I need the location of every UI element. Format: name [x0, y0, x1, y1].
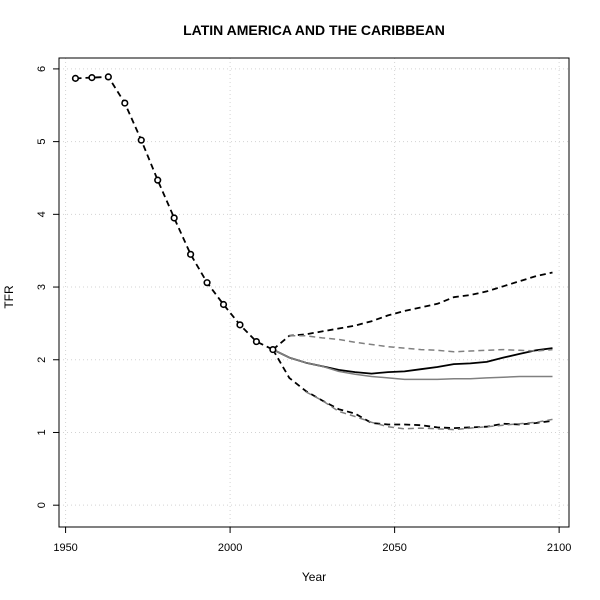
series-line-lower-80 [272, 349, 553, 430]
y-axis-label: TFR [2, 285, 16, 309]
series-line-alt-lower [305, 391, 553, 431]
y-tick-label: 3 [36, 284, 48, 290]
y-tick-label: 5 [36, 139, 48, 145]
data-point [252, 337, 261, 346]
series-line-observed [75, 76, 274, 351]
y-axis: 0 1 2 3 4 5 6 [36, 66, 59, 508]
data-point [236, 321, 244, 329]
x-axis-label: Year [302, 570, 326, 584]
series-line-alt-median [272, 348, 553, 381]
observed-markers [71, 73, 277, 354]
data-point [170, 214, 178, 222]
grid [59, 58, 569, 527]
data-point [88, 74, 96, 82]
data-point [187, 250, 195, 258]
data-point [269, 345, 277, 354]
y-tick-label: 0 [36, 502, 48, 508]
data-point [104, 73, 112, 81]
data-point [203, 279, 211, 287]
series-line-median [272, 347, 553, 375]
data-point [154, 176, 162, 184]
y-tick-label: 6 [36, 66, 48, 72]
x-tick-label: 2100 [547, 542, 571, 554]
x-tick-label: 1950 [53, 542, 77, 554]
series-lines [75, 76, 553, 431]
y-tick-label: 4 [36, 211, 48, 217]
y-tick-label: 2 [36, 357, 48, 363]
series-line-upper-80 [272, 271, 553, 351]
y-tick-label: 1 [36, 429, 48, 435]
series-line-alt-upper [289, 335, 553, 353]
x-tick-label: 2000 [218, 542, 242, 554]
plot-frame [58, 57, 570, 528]
chart-title: LATIN AMERICA AND THE CARIBBEAN [183, 22, 445, 38]
data-point [219, 300, 228, 309]
x-tick-label: 2050 [382, 542, 406, 554]
data-point [71, 74, 80, 82]
data-point [121, 99, 129, 107]
data-point [137, 136, 145, 144]
x-axis: 1950 2000 2050 2100 [53, 527, 571, 554]
